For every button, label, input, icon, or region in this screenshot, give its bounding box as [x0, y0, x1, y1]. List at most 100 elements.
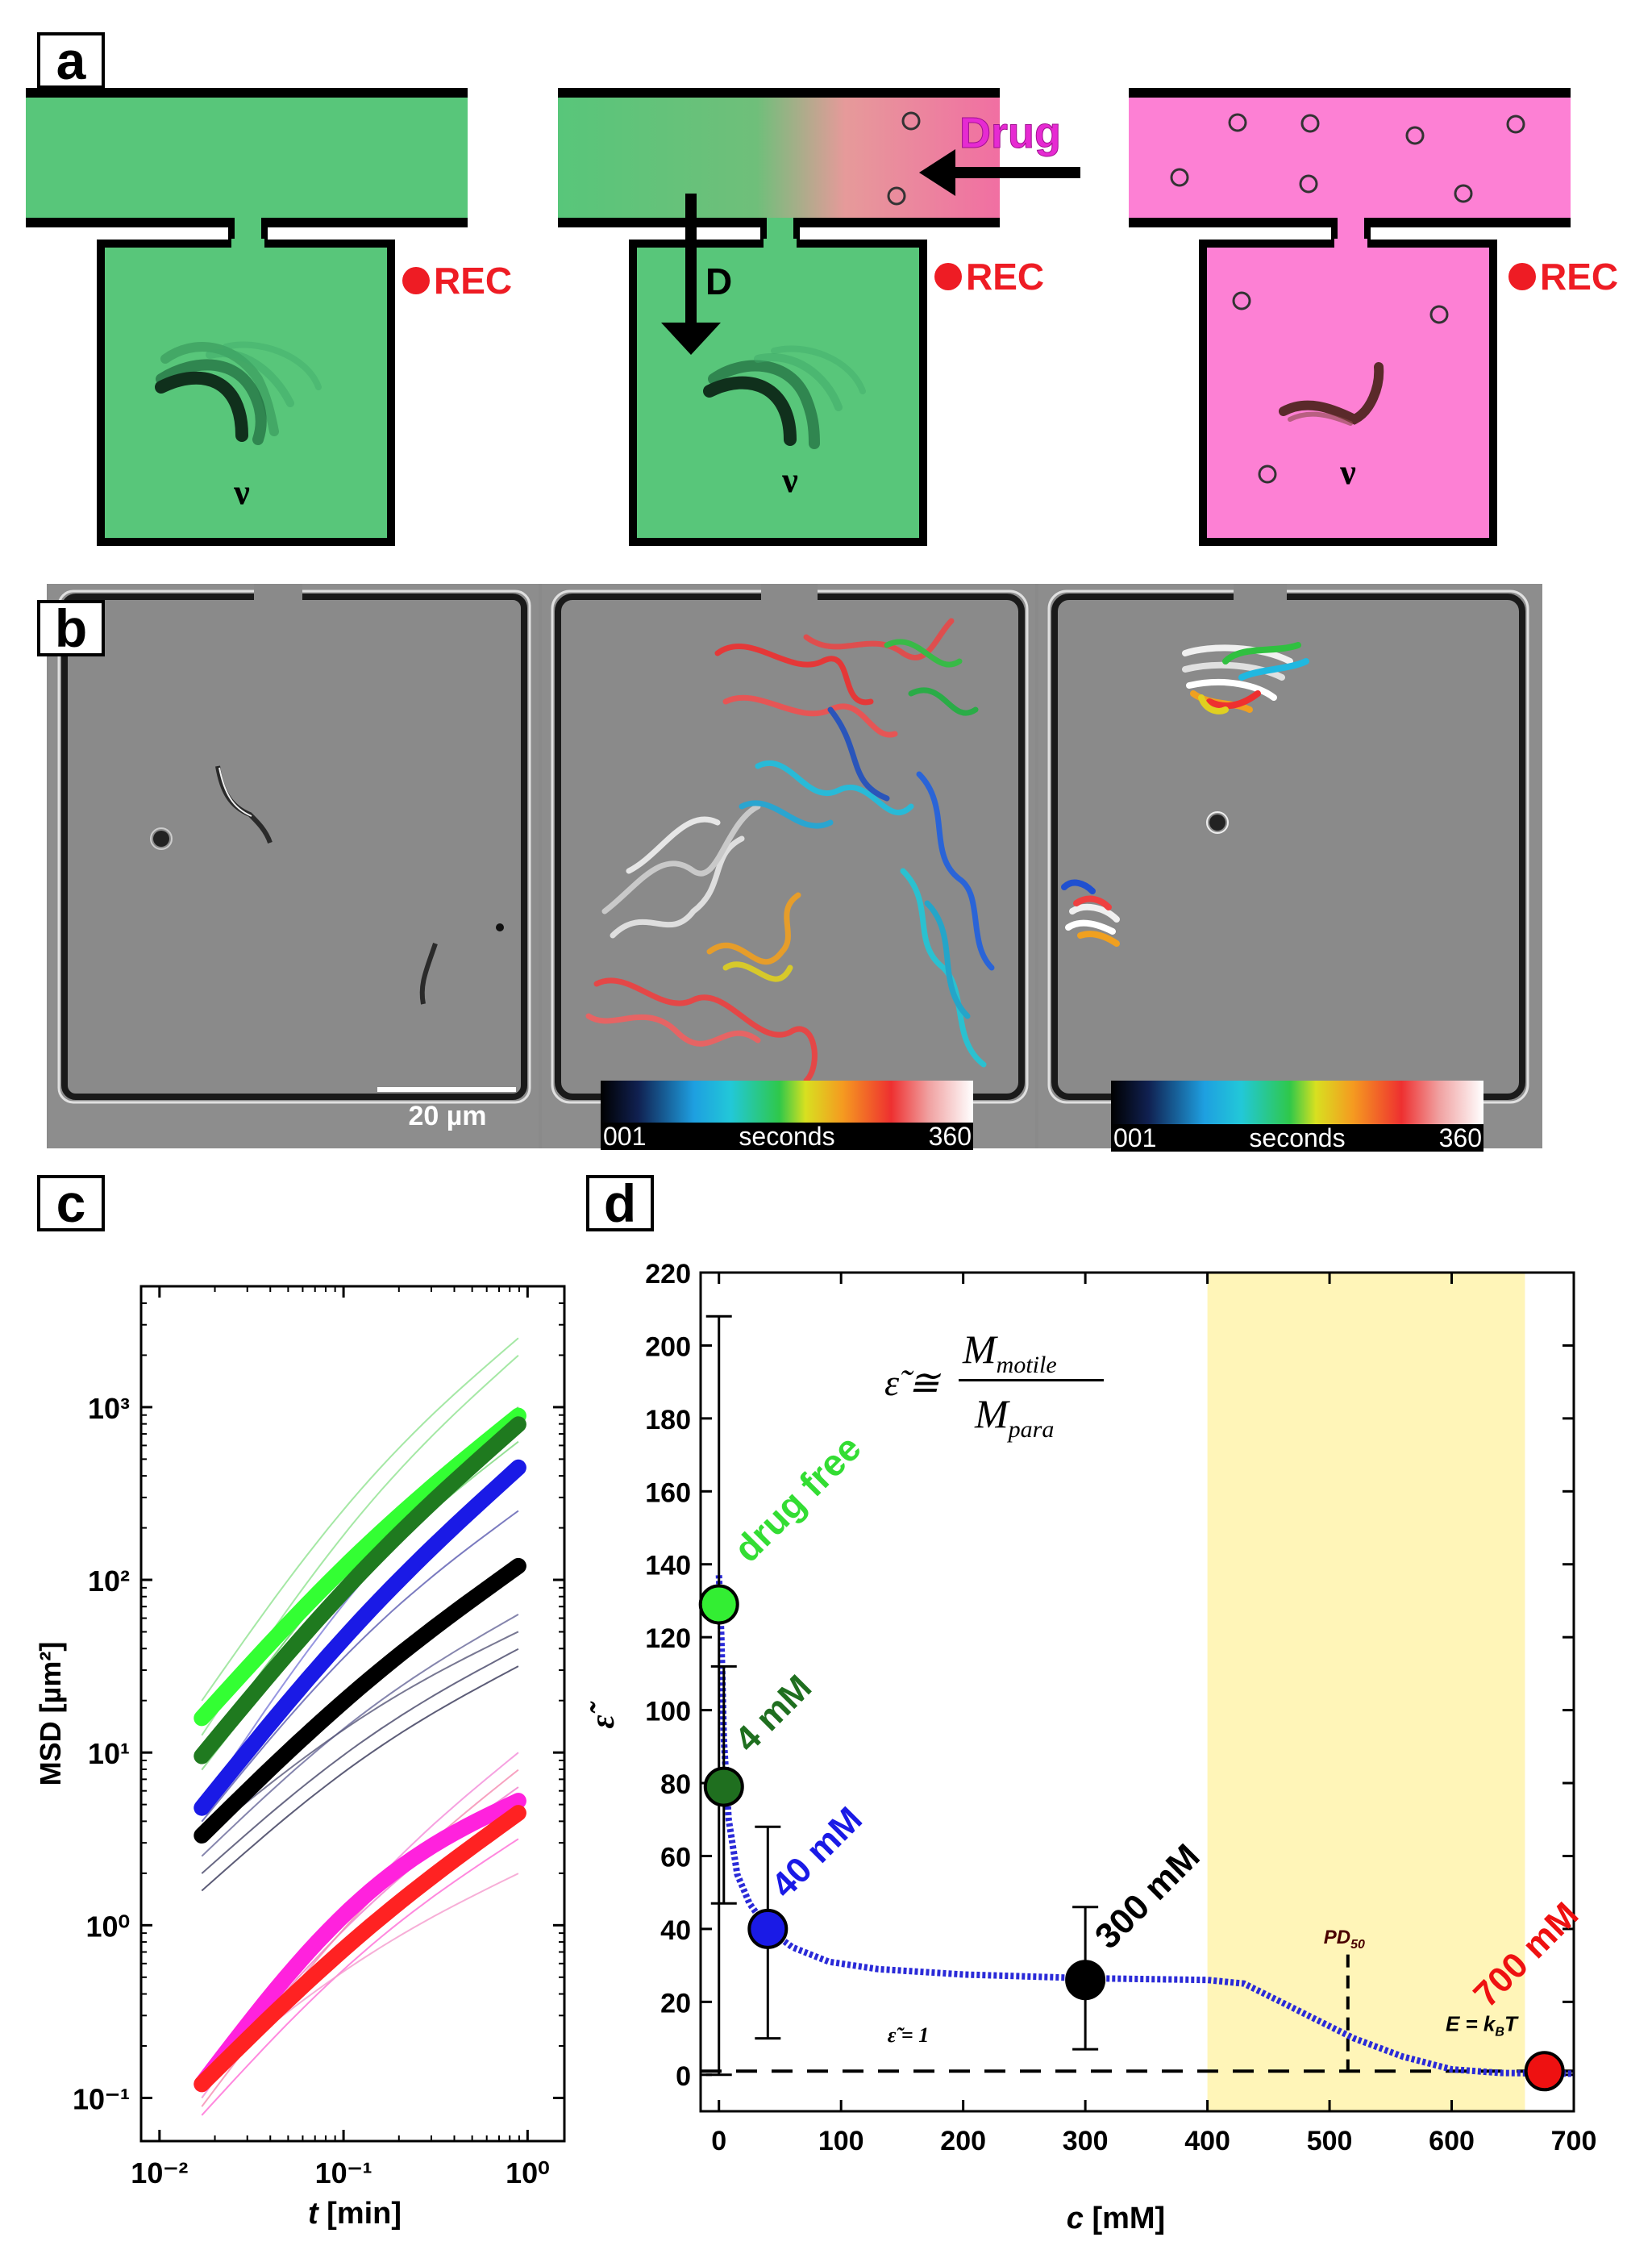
chamber-drug-inflow: ν D Drug	[558, 88, 1080, 546]
msd-mean-drug-free	[193, 1407, 526, 1727]
x-tick-label: 0	[711, 2126, 726, 2156]
panel-a: a ν REC	[26, 31, 1618, 546]
x-tick-label: 300	[1063, 2126, 1109, 2156]
x-axis-label: t [min]	[308, 2197, 402, 2231]
rec-label: REC	[1540, 256, 1618, 298]
panel-a-label: a	[37, 31, 105, 90]
data-point-700-mM	[1524, 2051, 1565, 2092]
formula-numerator: Mmotile	[962, 1327, 1057, 1378]
micrograph-tracking-drug-free: 001 seconds 360	[542, 584, 1035, 1151]
msd-trajectory	[201, 1614, 519, 1857]
data-point-300-mM	[1065, 1960, 1106, 2001]
msd-trajectory	[201, 1648, 519, 1874]
diffusion-label: D	[705, 260, 732, 302]
y-axis-label: MSD [µm²]	[34, 1642, 67, 1786]
fraction-bar	[959, 1379, 1104, 1381]
y-tick-label: 10³	[88, 1392, 130, 1425]
rec-label: REC	[966, 256, 1044, 298]
data-point-40-mM	[747, 1908, 789, 1949]
x-tick-label: 200	[940, 2126, 986, 2156]
point-label: drug free	[726, 1427, 869, 1570]
y-tick-label: 0	[676, 2061, 691, 2092]
formula-lhs: ε̃ ≅	[884, 1362, 942, 1403]
micrograph-drug-free: 20 µm	[48, 584, 539, 1148]
micrograph-tracking-drug: 001 seconds 360	[1038, 584, 1542, 1152]
panel-d-letter: d	[604, 1173, 636, 1233]
rec-label: REC	[434, 260, 512, 302]
data-point-drug-free	[698, 1584, 739, 1625]
msd-mean-drug-pink	[193, 1793, 526, 2093]
data-point-4-mM	[703, 1766, 744, 1807]
msd-series	[193, 1337, 526, 2116]
msd-trajectory	[201, 1510, 519, 1823]
panel-b: 20 µm	[37, 584, 1542, 1152]
rec-indicator: REC	[1508, 256, 1618, 298]
nu-label: ν	[781, 460, 798, 500]
x-tick-label: 10⁻¹	[315, 2156, 372, 2189]
panel-c-label: c	[37, 1173, 105, 1233]
colorbar-label: seconds	[1249, 1123, 1345, 1152]
diffusion-arrow: D	[661, 194, 732, 355]
fit-curve	[715, 1575, 1575, 2077]
epsilon-formula: ε̃ ≅ Mmotile Mpara	[884, 1327, 1104, 1443]
msd-trajectory	[201, 1838, 519, 2116]
kbt-label: E = kBT	[1446, 2012, 1519, 2039]
y-tick-label: 120	[645, 1623, 691, 1654]
trypanosome-icon	[155, 341, 322, 445]
colorbar-max: 360	[929, 1122, 972, 1151]
panel-d: d 0 20 40 60 80 100 120 140 160 180 200 220 0 100 200 3…	[585, 1173, 1596, 2235]
tracked-cluster-1	[1182, 642, 1309, 715]
y-tick-label: 10¹	[88, 1737, 130, 1770]
colorbar-label: seconds	[739, 1122, 834, 1151]
panel-b-label: b	[37, 598, 105, 658]
chamber-drug-filled: ν	[1129, 88, 1571, 546]
msd-mean-300-mM	[193, 1557, 526, 1844]
panel-d-label: d	[586, 1173, 654, 1233]
colorbar-max: 360	[1439, 1123, 1482, 1152]
y-axis-label: ε̃	[585, 1701, 622, 1728]
scalebar: 20 µm	[377, 1087, 516, 1131]
scalebar-label: 20 µm	[408, 1101, 486, 1131]
y-tick-label: 140	[645, 1551, 691, 1581]
immobile-trypanosome-icon	[1279, 362, 1384, 426]
y-tick-label: 160	[645, 1477, 691, 1508]
x-tick-label: 10⁰	[506, 2156, 549, 2189]
colorbar-min: 001	[1113, 1123, 1156, 1152]
rec-indicator: REC	[402, 260, 512, 302]
x-tick-label: 10⁻²	[131, 2156, 188, 2189]
point-label: 4 mM	[727, 1668, 819, 1760]
x-tick-label: 600	[1429, 2126, 1475, 2156]
msd-trajectory	[201, 1631, 519, 1840]
axis-ticks: 10³ 10² 10¹ 10⁰ 10⁻¹ 10⁻² 10⁻¹ 10⁰	[73, 1285, 564, 2189]
point-label: 40 mM	[764, 1799, 869, 1905]
colorbar: 001 seconds 360	[1111, 1081, 1483, 1152]
msd-mean-4-mM	[193, 1416, 526, 1764]
x-tick-label: 500	[1307, 2126, 1353, 2156]
y-tick-label: 180	[645, 1405, 691, 1435]
panel-c-letter: c	[56, 1173, 86, 1233]
colorbar-min: 001	[603, 1122, 646, 1151]
nu-label: ν	[1339, 452, 1356, 492]
tracked-cluster-2	[1061, 879, 1120, 947]
msd-trajectory	[201, 1337, 519, 1702]
msd-trajectory	[201, 1665, 519, 1892]
y-tick-label: 80	[660, 1769, 691, 1800]
msd-mean-700-mM	[193, 1805, 526, 2093]
y-tick-label: 100	[645, 1697, 691, 1727]
y-tick-label: 60	[660, 1842, 691, 1873]
x-tick-label: 100	[818, 2126, 864, 2156]
plot-frame	[699, 1271, 1575, 2113]
epsilon-one-label: ε̃ = 1	[888, 2023, 929, 2047]
formula-denominator: Mpara	[974, 1391, 1054, 1443]
chamber-drug-free: ν	[26, 88, 468, 546]
rec-indicator: REC	[934, 256, 1044, 298]
y-tick-label: 200	[645, 1331, 691, 1362]
y-tick-label: 220	[645, 1259, 691, 1289]
x-axis-label: c [mM]	[1067, 2202, 1165, 2235]
y-tick-label: 20	[660, 1988, 691, 2019]
nu-label: ν	[233, 473, 250, 512]
shaded-region	[1207, 1273, 1525, 2111]
x-tick-label: 400	[1184, 2126, 1230, 2156]
panel-b-letter: b	[55, 598, 87, 658]
